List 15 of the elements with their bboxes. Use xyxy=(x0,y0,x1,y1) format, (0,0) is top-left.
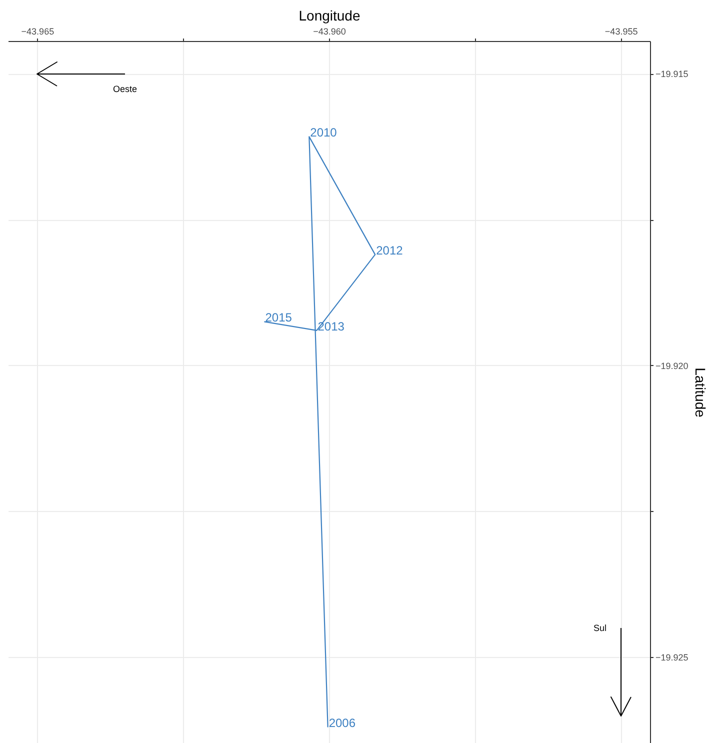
annotation: 2006 xyxy=(328,716,356,730)
x-tick-label: −43.960 xyxy=(313,26,346,36)
x-axis-title: Longitude xyxy=(298,8,360,24)
annotation: 2012 xyxy=(376,244,404,258)
annotation: Sul xyxy=(593,623,607,633)
y-tick-label: −19.925 xyxy=(656,652,688,663)
x-tick-label: −43.965 xyxy=(21,26,54,36)
annotation: Oeste xyxy=(112,84,138,94)
line-series xyxy=(264,136,376,728)
y-axis-title: Latitude xyxy=(692,368,708,418)
y-tick-label: −19.920 xyxy=(656,360,688,371)
x-tick-label: −43.955 xyxy=(604,26,638,36)
annotation: 2010 xyxy=(310,126,338,140)
annotation: 2015 xyxy=(265,310,292,325)
y-tick-label: −19.915 xyxy=(656,69,688,80)
